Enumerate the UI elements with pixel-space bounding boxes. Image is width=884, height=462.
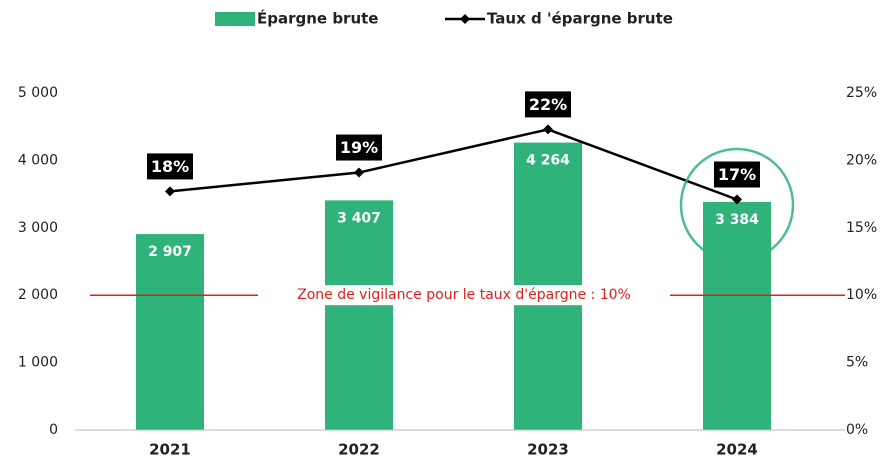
bar-value-label: 2 907 — [148, 244, 192, 260]
legend-label: Taux d 'épargne brute — [487, 10, 673, 28]
line-value-label: 17% — [718, 165, 756, 184]
line-marker — [543, 124, 553, 135]
bar-value-label: 4 264 — [526, 153, 570, 169]
x-tick-label: 2024 — [716, 441, 758, 459]
threshold-label-bg — [258, 285, 670, 306]
y-tick-label: 3 000 — [18, 220, 58, 236]
line-label-box — [147, 153, 193, 180]
line-value-label: 22% — [529, 95, 567, 114]
x-tick-label: 2023 — [527, 441, 569, 459]
highlight-circle — [679, 147, 795, 263]
y-tick-label: 0 — [49, 422, 58, 438]
bar — [325, 200, 393, 430]
y-tick-label: 2 000 — [18, 287, 58, 303]
bar-value-label: 3 407 — [337, 210, 381, 226]
y2-tick-label: 5% — [846, 355, 868, 371]
x-tick-label: 2022 — [338, 441, 380, 459]
bar — [703, 201, 771, 430]
y-tick-label: 1 000 — [18, 355, 58, 371]
line-marker — [732, 194, 742, 205]
legend-label: Épargne brute — [257, 9, 378, 28]
x-tick-label: 2021 — [149, 441, 191, 459]
line-marker — [354, 167, 364, 178]
y-tick-label: 4 000 — [18, 152, 58, 168]
bar — [136, 234, 204, 430]
line-marker — [165, 186, 175, 197]
y2-tick-label: 0% — [846, 422, 868, 438]
y2-tick-label: 20% — [846, 152, 877, 168]
y2-tick-label: 10% — [846, 287, 877, 303]
legend-marker — [460, 14, 470, 24]
y-tick-label: 5 000 — [18, 85, 58, 101]
y2-tick-label: 25% — [846, 85, 877, 101]
bar-value-label: 3 384 — [715, 212, 759, 228]
y2-tick-label: 15% — [846, 220, 877, 236]
legend-swatch — [215, 12, 255, 26]
line-value-label: 18% — [151, 157, 189, 176]
line-label-box — [714, 161, 760, 188]
line-label-box — [525, 91, 571, 118]
line-value-label: 19% — [340, 138, 378, 157]
threshold-label: Zone de vigilance pour le taux d'épargne… — [297, 287, 631, 303]
line-label-box — [336, 134, 382, 161]
line — [169, 128, 738, 201]
